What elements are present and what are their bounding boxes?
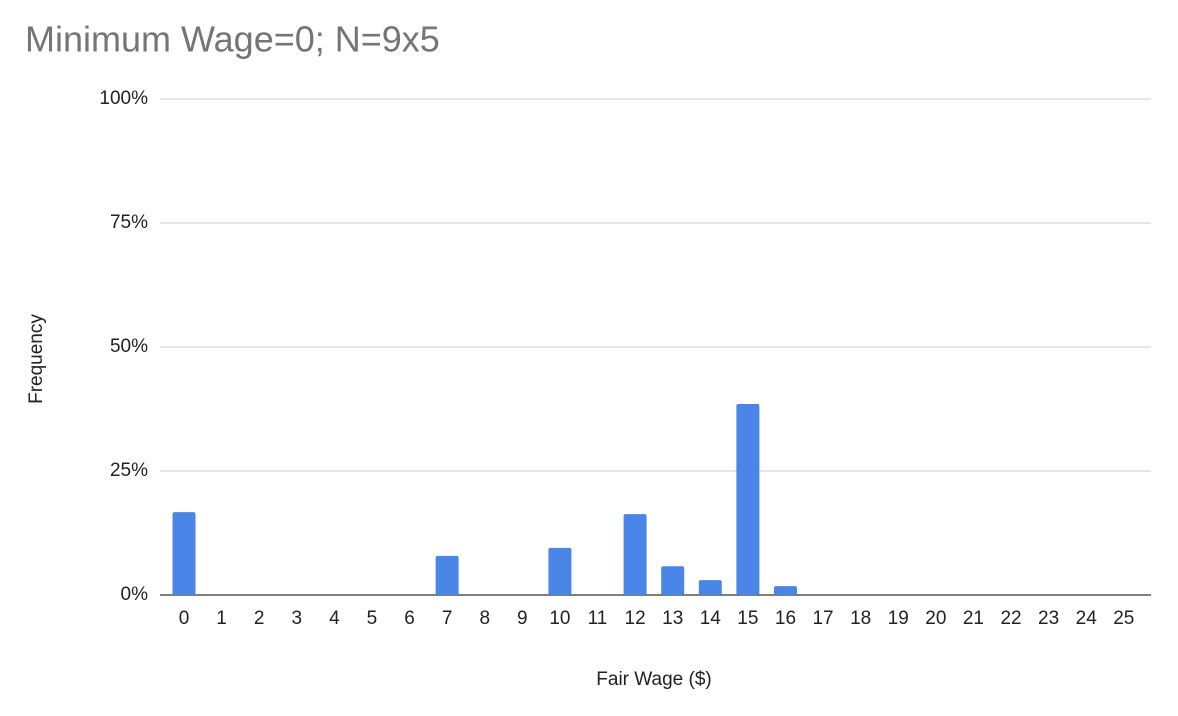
x-tick-label: 5: [367, 608, 378, 629]
x-tick-label: 0: [179, 608, 190, 629]
bar: [698, 580, 722, 595]
x-axis-label: Fair Wage ($): [596, 669, 711, 690]
x-tick-label: 11: [588, 608, 608, 629]
x-tick-label: 19: [888, 608, 909, 629]
x-tick-label: 1: [216, 608, 227, 629]
x-tick-label: 10: [549, 608, 570, 629]
y-tick-label: 25%: [110, 460, 148, 481]
x-tick-label: 12: [625, 608, 646, 629]
bar: [548, 547, 572, 595]
bar: [435, 555, 459, 595]
x-tick-label: 3: [291, 608, 302, 629]
x-tick-label: 20: [925, 608, 946, 629]
x-tick-label: 13: [662, 608, 683, 629]
x-tick-label: 21: [963, 608, 984, 629]
x-tick-label: 9: [517, 608, 528, 629]
x-tick-label: 17: [812, 608, 833, 629]
y-tick-label: 50%: [110, 336, 148, 357]
bar: [172, 512, 196, 595]
x-tick-label: 23: [1038, 608, 1059, 629]
x-tick-label: 14: [700, 608, 722, 629]
x-tick-label: 18: [850, 608, 871, 629]
y-tick-label: 75%: [110, 212, 148, 233]
bar: [773, 586, 797, 595]
x-tick-label: 24: [1076, 608, 1098, 629]
x-tick-label: 25: [1113, 608, 1134, 629]
bar: [661, 566, 685, 595]
x-tick-label: 15: [737, 608, 758, 629]
x-tick-label: 2: [254, 608, 265, 629]
y-tick-label: 100%: [99, 88, 148, 109]
x-tick-label: 8: [479, 608, 490, 629]
bar: [623, 514, 647, 595]
y-tick-label: 0%: [121, 584, 149, 605]
x-tick-label: 22: [1000, 608, 1021, 629]
x-tick-label: 6: [404, 608, 415, 629]
x-tick-label: 16: [775, 608, 796, 629]
x-tick-label: 4: [329, 608, 340, 629]
chart-title: Minimum Wage=0; N=9x5: [25, 19, 440, 60]
x-tick-label: 7: [442, 608, 453, 629]
bar: [736, 404, 760, 595]
y-axis-label: Frequency: [26, 314, 47, 404]
